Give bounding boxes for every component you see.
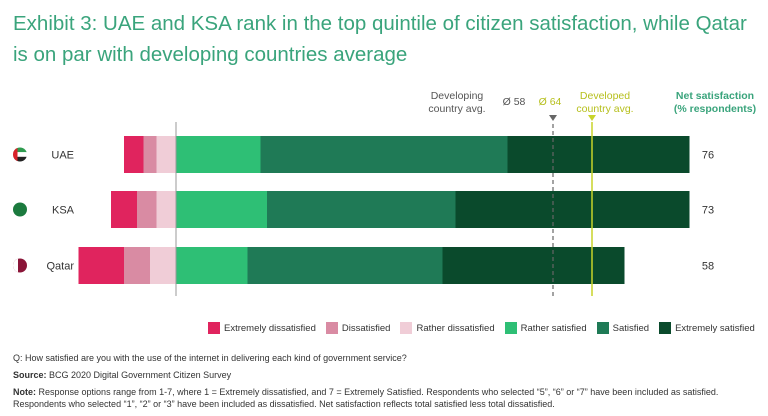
- bar-ksa-extremely-dissatisfied: [111, 191, 137, 228]
- bar-uae-dissatisfied: [143, 136, 157, 173]
- bar-uae-satisfied: [260, 136, 508, 173]
- developed-avg-label: Developed country avg.: [560, 90, 650, 116]
- category-label-qatar: Qatar: [46, 261, 74, 273]
- bar-ksa-rather-dissatisfied: [156, 191, 176, 228]
- bar-qatar-extremely-satisfied: [442, 247, 625, 284]
- bar-qatar-dissatisfied: [124, 247, 150, 284]
- source-value: BCG 2020 Digital Government Citizen Surv…: [49, 370, 232, 380]
- note-value: Response options range from 1-7, where 1…: [13, 387, 719, 409]
- developing-avg-value: Ø 58: [502, 96, 526, 108]
- legend-label-rather-satisfied: Rather satisfied: [520, 322, 587, 334]
- legend-swatch-rather-satisfied: [504, 322, 517, 334]
- category-label-uae: UAE: [51, 150, 74, 162]
- bar-ksa-extremely-satisfied: [455, 191, 690, 228]
- qatar-flag-icon: [13, 258, 27, 273]
- bar-ksa-rather-satisfied: [176, 191, 267, 228]
- legend-item-rather-satisfied: Rather satisfied: [504, 322, 587, 334]
- legend-item-extremely-dissatisfied: Extremely dissatisfied: [208, 322, 316, 334]
- net-satisfaction-qatar: 58: [702, 261, 714, 273]
- note-text: Note: Response options range from 1-7, w…: [13, 387, 758, 410]
- bar-ksa-satisfied: [267, 191, 456, 228]
- ksa-flag-icon: [13, 202, 27, 217]
- bar-uae-rather-dissatisfied: [156, 136, 176, 173]
- net-satisfaction-header-line1: Net satisfaction: [675, 90, 755, 102]
- developed-avg-marker-icon: [588, 115, 596, 121]
- developing-avg-label: Developing country avg.: [412, 90, 502, 116]
- legend-swatch-satisfied: [596, 322, 609, 334]
- developing-avg-label-line2: country avg.: [428, 103, 486, 115]
- net-satisfaction-ksa: 73: [702, 205, 714, 217]
- source-text: Source: BCG 2020 Digital Government Citi…: [13, 370, 758, 382]
- satisfaction-chart: UAE 76 KSA 73 Qatar 58: [13, 115, 714, 296]
- category-label-ksa: KSA: [52, 205, 75, 217]
- legend-swatch-extremely-satisfied: [659, 322, 672, 334]
- legend-label-satisfied: Satisfied: [612, 322, 650, 334]
- bar-uae-extremely-dissatisfied: [124, 136, 144, 173]
- net-satisfaction-header-line2: (% respondents): [673, 103, 757, 115]
- legend-item-extremely-satisfied: Extremely satisfied: [659, 322, 755, 334]
- legend: Extremely dissatisfied Dissatisfied Rather…: [208, 322, 755, 334]
- source-label: Source:: [13, 370, 47, 380]
- bar-qatar-satisfied: [247, 247, 443, 284]
- bar-ksa-dissatisfied: [137, 191, 157, 228]
- bar-qatar-extremely-dissatisfied: [78, 247, 124, 284]
- bar-uae-extremely-satisfied: [507, 136, 690, 173]
- legend-label-rather-dissatisfied: Rather dissatisfied: [416, 322, 495, 334]
- developed-avg-label-line2: country avg.: [576, 103, 634, 115]
- legend-label-extremely-satisfied: Extremely satisfied: [675, 322, 755, 334]
- developing-avg-marker-icon: [549, 115, 557, 121]
- legend-swatch-extremely-dissatisfied: [208, 322, 220, 334]
- legend-item-dissatisfied: Dissatisfied: [325, 322, 391, 334]
- net-satisfaction-header: Net satisfaction (% respondents): [660, 90, 768, 116]
- question-text: Q: How satisfied are you with the use of…: [13, 353, 407, 363]
- legend-item-rather-dissatisfied: Rather dissatisfied: [400, 322, 495, 334]
- note-label: Note:: [13, 387, 36, 397]
- legend-swatch-dissatisfied: [325, 322, 338, 334]
- developed-avg-label-line1: Developed: [579, 90, 631, 102]
- developing-avg-label-line1: Developing: [430, 90, 484, 102]
- legend-label-dissatisfied: Dissatisfied: [341, 322, 391, 334]
- developed-avg-value: Ø 64: [538, 96, 562, 108]
- chart-title: Exhibit 3: UAE and KSA rank in the top q…: [13, 12, 747, 66]
- bar-qatar-rather-satisfied: [176, 247, 248, 284]
- bar-qatar-rather-dissatisfied: [150, 247, 176, 284]
- legend-swatch-rather-dissatisfied: [400, 322, 413, 334]
- uae-flag-icon: [13, 147, 27, 162]
- net-satisfaction-uae: 76: [702, 150, 714, 162]
- legend-label-extremely-dissatisfied: Extremely dissatisfied: [224, 322, 316, 334]
- legend-item-satisfied: Satisfied: [596, 322, 650, 334]
- bar-uae-rather-satisfied: [176, 136, 261, 173]
